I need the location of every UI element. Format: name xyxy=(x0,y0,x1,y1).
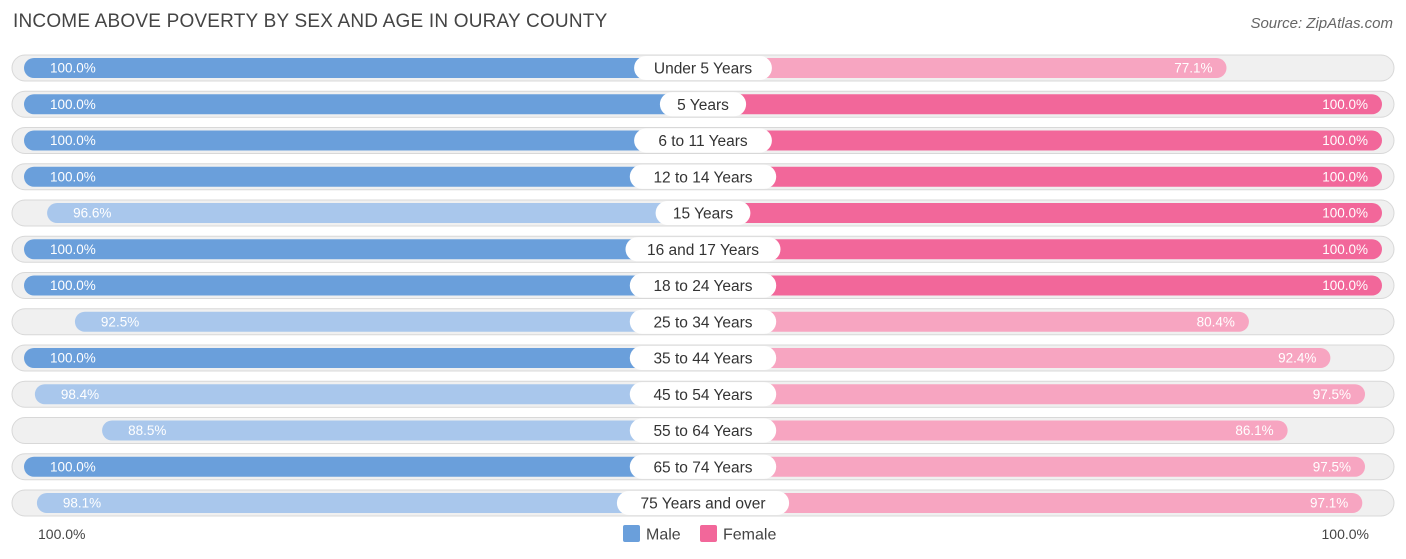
male-bar-15-years xyxy=(47,203,703,223)
female-bar-12-to-14-years xyxy=(703,166,1382,187)
category-label-16-and-17-years: 16 and 17 Years xyxy=(647,242,759,259)
category-label-45-to-54-years: 45 to 54 Years xyxy=(653,387,752,404)
category-pill-15-years xyxy=(655,201,751,225)
male-value-label: 100.0% xyxy=(50,133,96,148)
male-value-label: 92.5% xyxy=(101,314,139,329)
female-bar-55-to-64-years xyxy=(703,420,1288,441)
female-value-label: 77.1% xyxy=(1174,61,1212,76)
category-pill-25-to-34-years xyxy=(629,309,777,334)
male-bar-25-to-34-years xyxy=(74,311,704,332)
female-bar-65-to-74-years xyxy=(703,456,1366,477)
male-value-label: 100.0% xyxy=(50,351,96,366)
female-value-label: 100.0% xyxy=(1322,97,1368,112)
female-bar-35-to-44-years xyxy=(703,348,1331,368)
male-value-label: 100.0% xyxy=(50,97,96,112)
male-value-label: 100.0% xyxy=(50,278,96,293)
legend-female-swatch xyxy=(700,525,717,542)
female-bar-6-to-11-years xyxy=(703,130,1382,151)
male-value-label: 100.0% xyxy=(50,242,96,257)
male-value-label: 98.4% xyxy=(61,387,99,402)
category-pill-16-and-17-years xyxy=(625,237,781,262)
category-pill-5-years xyxy=(659,92,747,117)
category-pill-65-to-74-years xyxy=(629,454,777,479)
female-bar-45-to-54-years xyxy=(703,384,1366,405)
male-bar-16-and-17-years xyxy=(24,239,703,260)
male-bar-75-years-and-over xyxy=(36,493,703,513)
category-label-75-years-and-over: 75 Years and over xyxy=(641,496,766,513)
category-label-35-to-44-years: 35 to 44 Years xyxy=(653,351,752,368)
category-label-6-to-11-years: 6 to 11 Years xyxy=(658,133,748,150)
female-bar-16-and-17-years xyxy=(703,239,1382,260)
male-bar-under-5-years xyxy=(24,58,703,78)
male-bar-12-to-14-years xyxy=(24,166,703,187)
category-pill-under-5-years xyxy=(634,56,772,80)
category-label-under-5-years: Under 5 Years xyxy=(654,61,752,78)
category-label-65-to-74-years: 65 to 74 Years xyxy=(653,459,752,476)
female-value-label: 97.5% xyxy=(1313,387,1351,402)
male-value-label: 98.1% xyxy=(63,496,101,511)
female-value-label: 100.0% xyxy=(1322,206,1368,221)
male-value-label: 100.0% xyxy=(50,169,96,184)
female-bar-25-to-34-years xyxy=(703,311,1249,332)
category-pill-35-to-44-years xyxy=(629,346,777,370)
category-label-18-to-24-years: 18 to 24 Years xyxy=(653,278,752,295)
female-bar-75-years-and-over xyxy=(703,493,1363,513)
female-value-label: 100.0% xyxy=(1322,242,1368,257)
chart-source: Source: ZipAtlas.com xyxy=(1250,15,1393,32)
female-value-label: 97.5% xyxy=(1313,459,1351,474)
axis-left-label: 100.0% xyxy=(38,526,85,542)
category-label-12-to-14-years: 12 to 14 Years xyxy=(653,169,752,186)
female-bar-under-5-years xyxy=(703,58,1227,78)
female-value-label: 100.0% xyxy=(1322,169,1368,184)
category-pill-45-to-54-years xyxy=(629,382,777,407)
axis-right-label: 100.0% xyxy=(1322,526,1369,542)
category-pill-18-to-24-years xyxy=(629,273,777,298)
category-pill-75-years-and-over xyxy=(616,491,790,515)
male-bar-65-to-74-years xyxy=(24,456,703,477)
category-label-25-to-34-years: 25 to 34 Years xyxy=(653,314,752,331)
male-bar-55-to-64-years xyxy=(102,420,703,441)
category-label-15-years: 15 Years xyxy=(673,206,734,223)
category-label-5-years: 5 Years xyxy=(677,97,729,114)
female-value-label: 86.1% xyxy=(1235,423,1273,438)
female-value-label: 100.0% xyxy=(1322,278,1368,293)
female-value-label: 80.4% xyxy=(1197,314,1235,329)
male-bar-5-years xyxy=(24,94,703,115)
male-value-label: 96.6% xyxy=(73,206,111,221)
female-bar-18-to-24-years xyxy=(703,275,1382,296)
legend-male-swatch xyxy=(623,525,640,542)
female-bar-15-years xyxy=(703,203,1382,223)
female-value-label: 97.1% xyxy=(1310,496,1348,511)
female-value-label: 100.0% xyxy=(1322,133,1368,148)
male-value-label: 100.0% xyxy=(50,459,96,474)
male-bar-45-to-54-years xyxy=(34,384,703,405)
category-pill-12-to-14-years xyxy=(629,164,777,189)
female-value-label: 92.4% xyxy=(1278,351,1316,366)
male-bar-18-to-24-years xyxy=(24,275,703,296)
male-bar-35-to-44-years xyxy=(24,348,703,368)
male-value-label: 88.5% xyxy=(128,423,166,438)
legend-female-label: Female xyxy=(723,527,776,544)
category-pill-55-to-64-years xyxy=(629,418,777,443)
legend-male-label: Male xyxy=(646,527,681,544)
male-value-label: 100.0% xyxy=(50,61,96,76)
female-bar-5-years xyxy=(703,94,1382,115)
category-pill-6-to-11-years xyxy=(634,128,772,153)
chart-title: INCOME ABOVE POVERTY BY SEX AND AGE IN O… xyxy=(13,11,608,32)
male-bar-6-to-11-years xyxy=(24,130,703,151)
category-label-55-to-64-years: 55 to 64 Years xyxy=(653,423,752,440)
